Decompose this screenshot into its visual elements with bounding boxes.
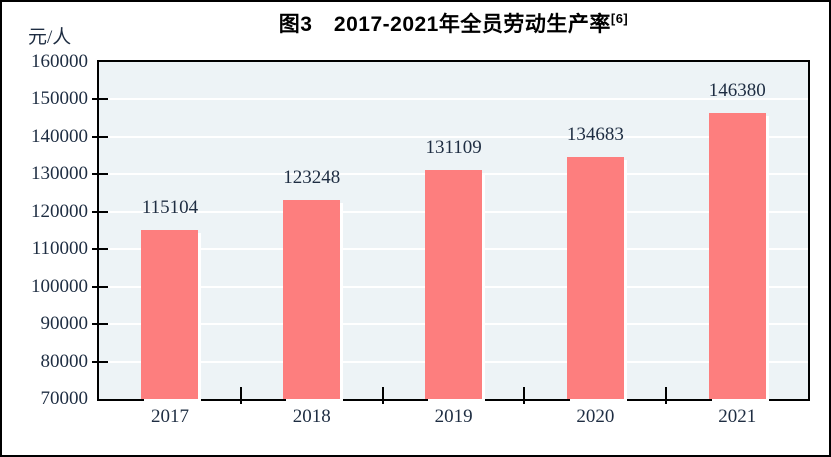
y-axis-label: 150000 [31,88,88,110]
bar-2018 [283,199,341,399]
y-axis-label: 160000 [31,51,88,72]
x-axis-label: 2020 [576,406,615,427]
gridline [99,135,808,138]
y-axis-label: 100000 [31,275,88,297]
y-axis-tick [92,173,108,176]
x-axis-label: 2019 [434,406,473,427]
bar-2019 [425,170,482,399]
y-axis-unit-label: 元/人 [28,27,72,48]
bar-2021 [708,112,766,399]
bar-value-label: 146380 [708,79,766,101]
bar-value-label: 131109 [425,137,482,159]
y-axis-tick [92,210,108,213]
x-axis-label: 2021 [718,406,757,427]
y-axis-label: 80000 [40,350,89,372]
chart-title: 图3 2017-2021年全员劳动生产率[6] [97,8,810,38]
x-axis-tick [381,387,384,404]
y-axis-tick [92,323,108,326]
y-axis-label: 120000 [31,200,88,222]
y-axis-label: 110000 [31,238,88,260]
bar-value-label: 134683 [566,123,624,145]
x-axis-tick [523,387,526,404]
chart-title-text: 图3 2017-2021年全员劳动生产率 [278,13,611,36]
x-axis-label: 2018 [292,406,331,427]
y-axis-tick [92,98,108,101]
bar-value-label: 123248 [283,166,341,188]
y-axis-label: 70000 [40,388,89,409]
x-axis-tick [239,387,242,404]
y-axis-label: 140000 [31,125,88,147]
y-axis-tick [92,248,108,251]
plot-area [97,60,810,401]
bar-2017 [141,230,199,399]
gridline [99,98,808,101]
y-axis-tick [92,360,108,363]
y-axis-label: 130000 [31,163,88,185]
x-axis-tick [665,387,668,404]
y-axis-tick [92,135,108,138]
x-axis-label: 2017 [151,406,189,427]
bar-value-label: 115104 [141,197,199,219]
chart-title-superscript: [6] [610,11,629,26]
y-axis-tick [92,285,108,288]
y-axis-label: 90000 [40,313,89,335]
bar-2020 [566,156,624,399]
